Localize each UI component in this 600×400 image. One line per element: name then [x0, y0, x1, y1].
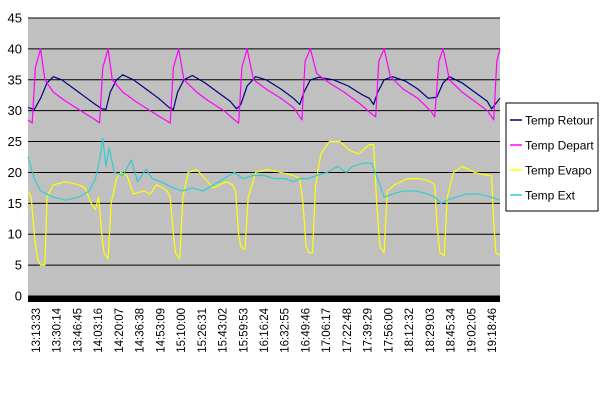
legend-label: Temp Evapo: [525, 164, 592, 178]
y-tick-label: 40: [8, 41, 22, 56]
x-tick-label: 16:32:55: [280, 308, 292, 353]
y-tick-label: 25: [8, 134, 22, 149]
y-tick-label: 10: [8, 227, 22, 242]
x-tick-label: 15:59:53: [238, 308, 250, 353]
legend-label: Temp Retour: [525, 114, 594, 128]
x-tick-label: 19:18:46: [487, 308, 499, 353]
x-tick-label: 15:10:00: [176, 308, 188, 353]
y-tick-label: 20: [8, 165, 22, 180]
plot-area: [28, 18, 500, 296]
y-tick-label: 15: [8, 196, 22, 211]
legend: Temp Retour Temp Depart Temp Evapo Temp Ext: [505, 102, 599, 212]
x-tick-label: 13:13:33: [31, 308, 43, 353]
y-tick-label: 35: [8, 72, 22, 87]
y-tick-label: 30: [8, 103, 22, 118]
x-tick-label: 13:30:14: [52, 307, 64, 352]
legend-label: Temp Ext: [525, 189, 576, 203]
x-tick-label: 17:39:29: [363, 308, 375, 353]
series-layer: [27, 48, 501, 266]
x-tick-label: 14:53:09: [155, 308, 167, 353]
x-tick-label: 16:49:46: [300, 308, 312, 353]
x-tick-label: 14:20:07: [114, 308, 126, 353]
x-axis-ticks: 13:13:33 13:30:14 13:46:45 14:03:16 14:20:07…: [31, 307, 499, 352]
series-line-temp-retour: [27, 74, 501, 110]
y-tick-label: 45: [8, 11, 22, 26]
legend-box: [505, 102, 599, 212]
x-tick-label: 18:12:32: [404, 308, 416, 353]
series-line-temp-ext: [27, 137, 501, 204]
x-tick-label: 14:36:38: [135, 308, 147, 353]
x-tick-label: 18:45:34: [446, 307, 458, 352]
y-tick-label: 5: [15, 258, 22, 273]
x-tick-label: 15:26:31: [197, 308, 209, 353]
y-axis-ticks: 0 5 10 15 20 25 30 35 40 45: [8, 11, 22, 304]
x-axis-line: [28, 296, 500, 302]
x-tick-label: 17:06:17: [321, 308, 333, 353]
x-tick-label: 17:22:48: [342, 308, 354, 353]
x-tick-label: 19:02:05: [466, 308, 478, 353]
x-tick-label: 16:16:24: [259, 307, 271, 352]
x-tick-label: 15:43:02: [218, 308, 230, 353]
gridlines: [28, 17, 500, 297]
x-tick-label: 17:56:00: [383, 308, 395, 353]
y-tick-label: 0: [15, 289, 22, 304]
series-line-temp-depart: [27, 48, 501, 124]
x-tick-label: 14:03:16: [93, 308, 105, 353]
x-tick-label: 13:46:45: [72, 308, 84, 353]
legend-label: Temp Depart: [525, 139, 594, 153]
x-tick-label: 18:29:03: [425, 308, 437, 353]
series-line-temp-evapo: [27, 141, 501, 266]
